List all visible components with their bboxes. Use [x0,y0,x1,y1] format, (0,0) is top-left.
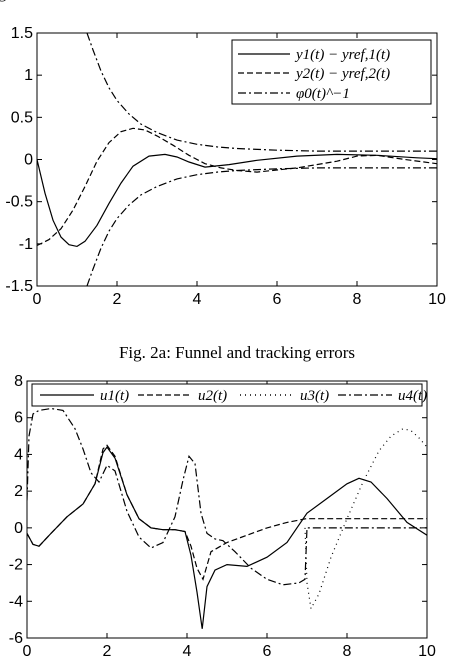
legend-label-u3: u3(t) [300,388,329,404]
chart-bottom-xtick-label: 4 [183,643,192,660]
legend-label-y2: y2(t) − yref,2(t) [294,66,390,82]
chart-bottom-ytick-label: 4 [14,446,23,463]
chart-top-xtick-label: 8 [353,291,362,308]
chart-top-series [37,33,437,286]
chart-top-xtick-label: 6 [273,291,282,308]
chart-top-ytick-label: 0 [24,152,33,169]
legend-label-u1: u1(t) [100,388,129,404]
chart-bottom-ytick-label: 6 [14,410,23,427]
legend-label-y1: y1(t) − yref,1(t) [294,47,390,63]
chart-bottom-ytick-label: -6 [9,630,23,647]
chart-bottom-axes-box [26,380,428,639]
chart-bottom: 0 2 4 6 8 10 8 6 4 2 0 -2 -4 -6 u1(t) u2(t) u3(t) u4(… [9,373,436,660]
legend-label-u2: u2(t) [198,388,227,404]
chart-bottom-xtick-label: 2 [103,643,112,660]
chart-bottom-xtick-label: 6 [263,643,272,660]
chart-bottom-series-1-line [27,446,427,629]
chart-bottom-series-4-line [27,407,427,586]
chart-top-ytick-label: -1.5 [5,278,33,295]
chart-top-xtick-label: 0 [33,291,42,308]
chart-bottom-legend: u1(t) u2(t) u3(t) u4(t) [31,383,427,407]
chart-bottom-series [27,407,427,629]
chart-bottom-ytick-label: 8 [14,373,23,390]
chart-top-ytick-label: 1.5 [11,25,33,42]
chart-bottom-xtick-label: 0 [23,643,32,660]
chart-top-series-3-line [86,33,437,152]
chart-top-series-1-line [37,153,437,248]
chart-top-ytick-label: 1 [24,67,33,84]
chart-top-xtick-label: 2 [113,291,122,308]
chart-bottom-ytick-label: 2 [14,483,23,500]
legend-label-u4: u4(t) [398,388,427,404]
chart-bottom-ytick-label: 0 [14,520,23,537]
chart-top-ytick-label: -1 [19,236,33,253]
legend-label-phi0: φ0(t)^−1 [296,86,350,102]
chart-bottom-xtick-label: 10 [418,643,436,660]
header-fragment: g [0,0,7,2]
chart-top-legend: y1(t) − yref,1(t) y2(t) − yref,2(t) φ0(t… [231,39,432,105]
chart-bottom-ytick-label: -4 [9,593,23,610]
chart-top-series-3-line-mirror [86,167,437,286]
chart-top-xtick-label: 10 [428,291,446,308]
chart-top-ytick-label: -0.5 [5,194,33,211]
chart-bottom-series-2-line [27,444,427,581]
chart-top-ticks: 0 2 4 6 8 10 1.5 1 0.5 0 -0.5 -1 -1.5 [5,25,446,308]
chart-top-series-2-line [37,127,437,247]
chart-top-ytick-label: 0.5 [11,109,33,126]
chart-bottom-ytick-label: -2 [9,557,23,574]
chart-bottom-ticks: 0 2 4 6 8 10 8 6 4 2 0 -2 -4 -6 [9,373,436,660]
chart-top-xtick-label: 4 [193,291,202,308]
chart-bottom-xtick-label: 8 [343,643,352,660]
chart-top: 0 2 4 6 8 10 1.5 1 0.5 0 -0.5 -1 -1.5 y1(t) − yref,1… [5,25,446,308]
chart-bottom-legend-box [31,383,423,407]
figure-caption-2a: Fig. 2a: Funnel and tracking errors [119,343,355,362]
